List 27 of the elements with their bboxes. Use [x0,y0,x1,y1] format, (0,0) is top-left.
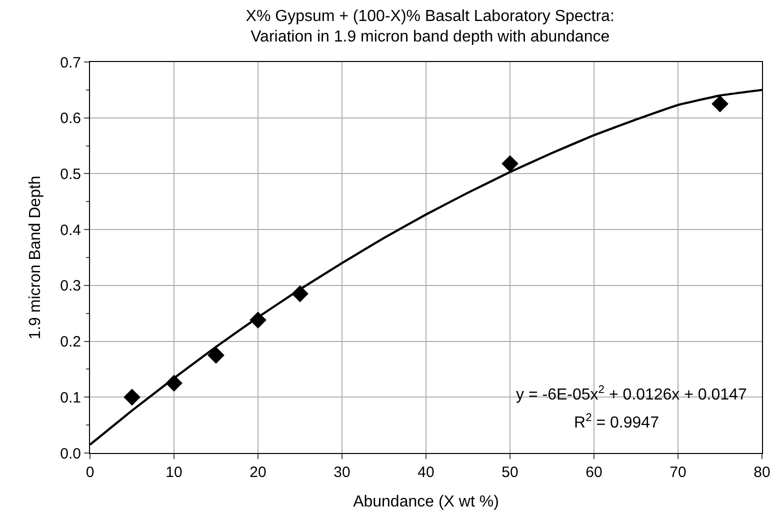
y-tick-label: 0.6 [60,110,81,128]
chart-title: X% Gypsum + (100-X)% Basalt Laboratory Spectra: [246,8,614,25]
y-tick-label: 0.0 [60,445,81,462]
chart-subtitle: Variation in 1.9 micron band depth with abundance [250,28,610,46]
x-tick-label: 50 [502,464,518,481]
x-tick-label: 60 [586,464,602,481]
x-axis-title: Abundance (X wt %) [353,494,499,511]
y-tick-label: 0.3 [60,278,81,295]
y-tick-label: 0.1 [60,389,81,406]
y-tick-label: 0.5 [60,166,81,183]
x-tick-label: 10 [166,464,182,481]
y-axis-title: 1.9 micron Band Depth [27,176,44,340]
x-tick-label: 40 [418,464,434,481]
x-tick-label: 80 [754,464,770,481]
x-tick-label: 70 [670,464,686,481]
y-tick-label: 0.7 [60,54,81,72]
annotation: y = -6E-05x$^{2}$ + 0.0126x + 0.0147 [516,384,747,404]
point [502,155,518,172]
y-tick-label: 0.2 [60,334,81,351]
x-tick-label: 30 [334,464,350,481]
x-tick-label: 20 [250,464,266,481]
point [124,388,140,406]
x-tick-label: 0 [86,464,94,481]
y-tick-label: 0.4 [60,222,81,239]
point [712,95,728,112]
annotation: R$^{2}$ = 0.9947 [574,412,660,432]
point [208,346,224,364]
